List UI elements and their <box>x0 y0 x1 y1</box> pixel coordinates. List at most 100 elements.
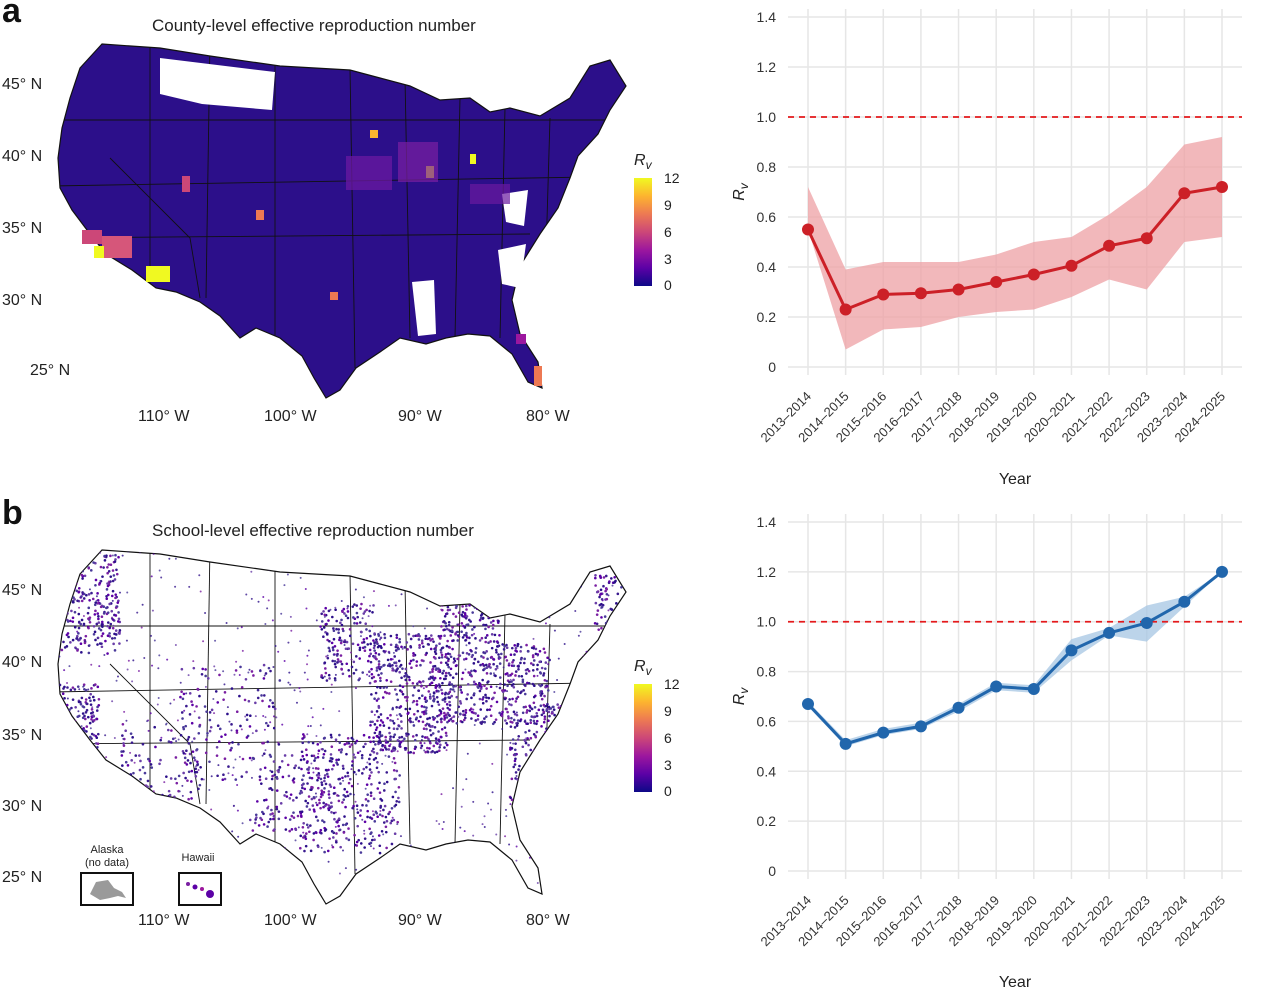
school-dot <box>192 756 196 759</box>
school-dot <box>448 646 451 649</box>
school-dot <box>209 725 213 729</box>
school-dot <box>418 696 421 700</box>
school-dot <box>581 742 585 746</box>
school-dot <box>269 721 272 724</box>
school-dot <box>431 676 434 680</box>
school-dot <box>124 760 128 764</box>
school-dot <box>516 738 520 741</box>
school-dot <box>398 684 402 687</box>
school-dot <box>459 702 463 705</box>
school-dot <box>364 798 368 801</box>
lat-label: 35° N <box>2 727 43 744</box>
school-dot <box>536 761 539 764</box>
school-dot <box>555 719 558 722</box>
school-dot <box>532 732 536 736</box>
school-dot <box>337 794 340 797</box>
school-dot <box>444 671 448 675</box>
school-dot <box>251 732 254 735</box>
school-dot <box>180 690 183 694</box>
school-dot <box>429 647 433 651</box>
school-dot <box>532 719 536 723</box>
school-dot <box>165 723 168 726</box>
school-dot <box>290 754 294 757</box>
school-dot <box>569 767 572 770</box>
school-dot <box>471 628 474 631</box>
school-dot <box>446 608 450 612</box>
school-dot <box>618 553 621 556</box>
school-dot <box>280 612 283 615</box>
school-dot <box>320 627 324 631</box>
school-dot <box>418 646 421 649</box>
school-dot <box>62 566 66 569</box>
school-dot <box>353 603 356 606</box>
school-dot <box>150 859 153 862</box>
school-dot <box>87 566 91 570</box>
school-dot <box>554 760 557 763</box>
school-dot <box>160 736 163 739</box>
school-dot <box>61 804 64 807</box>
school-dot <box>100 642 103 645</box>
school-dot <box>50 799 52 801</box>
school-dot <box>387 604 390 607</box>
school-dot <box>388 737 392 741</box>
school-dot <box>398 670 401 674</box>
school-dot <box>82 759 85 763</box>
school-dot <box>324 622 328 626</box>
school-dot <box>379 665 383 669</box>
school-dot <box>95 622 99 626</box>
school-dot <box>513 726 517 729</box>
school-dot <box>551 551 554 554</box>
lat-label: 25° N <box>30 362 71 379</box>
school-dot <box>435 667 438 670</box>
school-dot <box>151 664 154 667</box>
school-dot <box>354 655 358 658</box>
school-dot <box>507 700 510 703</box>
series-line <box>806 570 1223 746</box>
school-dot <box>531 668 535 672</box>
school-dot <box>363 829 366 832</box>
school-dot <box>322 752 326 756</box>
school-dot <box>560 797 563 800</box>
school-dot <box>190 769 194 773</box>
school-dot <box>527 763 530 767</box>
school-dot <box>175 740 178 743</box>
school-dot <box>383 663 386 667</box>
school-dot <box>72 742 75 746</box>
school-dot <box>377 742 380 746</box>
school-dot <box>62 887 65 890</box>
school-dot <box>368 654 371 658</box>
school-dot <box>80 753 83 756</box>
school-dot <box>197 768 200 771</box>
school-dot <box>283 550 286 552</box>
school-dot <box>109 575 113 578</box>
school-dot <box>431 670 434 673</box>
school-dot <box>512 678 515 682</box>
school-dot <box>304 844 308 848</box>
school-dot <box>422 687 425 690</box>
school-dot <box>448 690 452 694</box>
school-dot <box>320 846 323 849</box>
school-dot <box>375 710 379 713</box>
school-dot <box>223 683 226 686</box>
school-dot <box>56 719 58 721</box>
school-dot <box>149 712 152 715</box>
school-dot <box>122 750 125 753</box>
school-dot <box>376 815 379 818</box>
school-dot <box>341 749 344 752</box>
school-dot <box>583 754 586 757</box>
school-dot <box>459 688 463 692</box>
school-dot <box>129 795 132 798</box>
school-dot <box>448 708 451 711</box>
school-dot <box>527 729 531 732</box>
school-dot <box>380 734 384 737</box>
school-dot <box>80 780 83 783</box>
school-dot <box>581 740 584 744</box>
school-dot <box>69 759 73 763</box>
school-dot <box>198 574 201 577</box>
lat-label: 45° N <box>2 76 43 93</box>
school-dot <box>503 644 506 648</box>
school-dot <box>314 767 318 770</box>
school-dot <box>102 612 106 615</box>
school-dot <box>399 705 403 708</box>
school-dot <box>261 699 264 703</box>
